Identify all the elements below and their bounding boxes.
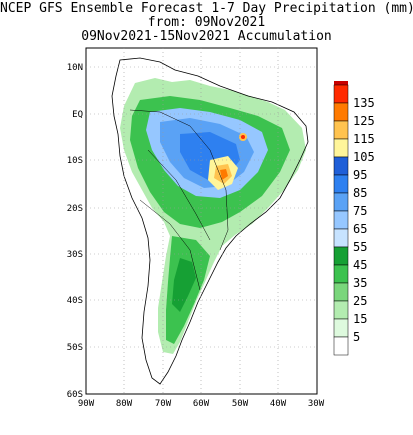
colorbar-label: 75 [353, 204, 367, 218]
longitude-labels: 90W 80W 70W 60W 50W 40W 30W [78, 399, 325, 409]
latitude-labels: 10N EQ 10S 20S 30S 40S 50S 60S [67, 63, 83, 400]
colorbar-swatch [333, 300, 349, 320]
map-title: NCEP GFS Ensemble Forecast 1-7 Day Preci… [0, 1, 413, 16]
lat-label: 60S [67, 390, 83, 400]
lat-label: 10N [67, 63, 83, 73]
colorbar-label: 95 [353, 168, 367, 182]
colorbar-label: 45 [353, 258, 367, 272]
graticule [86, 48, 317, 394]
colorbar-swatch [333, 282, 349, 302]
colorbar-swatch [333, 84, 349, 104]
lon-label: 90W [78, 399, 95, 409]
lat-label: 10S [67, 156, 83, 166]
precipitation-shading [120, 78, 306, 354]
colorbar-swatch [333, 138, 349, 158]
colorbar-swatch [333, 120, 349, 140]
colorbar-label: 115 [353, 132, 375, 146]
colorbar-swatch [333, 102, 349, 122]
colorbar-label: 35 [353, 276, 367, 290]
precipitation-colorbar: 135 125 115 105 95 85 75 65 55 45 35 25 15 5 [333, 81, 375, 356]
lon-label: 80W [116, 399, 133, 409]
lat-label: 50S [67, 343, 83, 353]
forecast-start-date: from: 09Nov2021 [147, 15, 266, 30]
colorbar-swatch [333, 192, 349, 212]
colorbar-swatch [333, 264, 349, 284]
lat-label: 30S [67, 250, 83, 260]
lat-label: EQ [72, 110, 83, 120]
south-america-coastline [111, 57, 309, 385]
colorbar-label: 135 [353, 96, 375, 110]
colorbar-label: 85 [353, 186, 367, 200]
colorbar-label: 25 [353, 294, 367, 308]
colorbar-label: 105 [353, 150, 375, 164]
colorbar-swatch [333, 246, 349, 266]
lon-label: 50W [232, 399, 249, 409]
colorbar-label: 15 [353, 312, 367, 326]
lon-label: 70W [155, 399, 172, 409]
colorbar-swatch [333, 156, 349, 176]
colorbar-label: 55 [353, 240, 367, 254]
accumulation-period: 09Nov2021-15Nov2021 Accumulation [81, 29, 332, 44]
colorbar-swatch [333, 174, 349, 194]
colorbar-label: 5 [353, 330, 360, 344]
colorbar-label: 65 [353, 222, 367, 236]
map-panel: 10N EQ 10S 20S 30S 40S 50S 60S 90W 80W 7… [67, 47, 325, 409]
colorbar-swatch [333, 228, 349, 248]
lon-label: 60W [193, 399, 210, 409]
lon-label: 40W [270, 399, 287, 409]
lat-label: 20S [67, 204, 83, 214]
colorbar-cap [334, 81, 348, 85]
lat-label: 40S [67, 296, 83, 306]
colorbar-swatch [333, 318, 349, 338]
lon-label: 30W [308, 399, 325, 409]
colorbar-swatch [333, 336, 349, 356]
colorbar-label: 125 [353, 114, 375, 128]
colorbar-swatch [333, 210, 349, 230]
